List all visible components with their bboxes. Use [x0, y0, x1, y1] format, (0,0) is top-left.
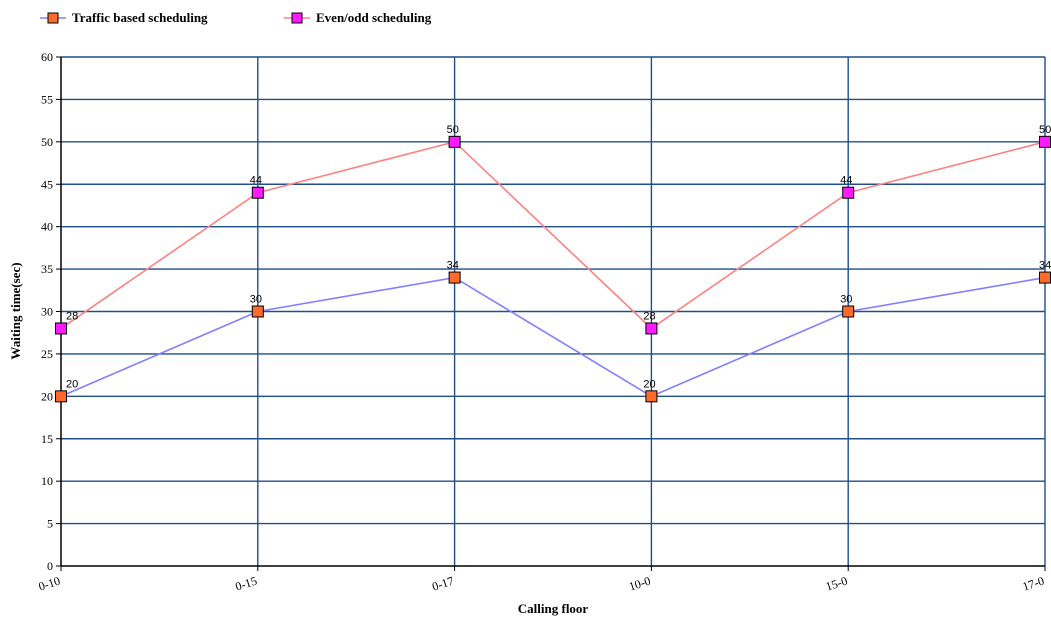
y-tick-label: 40 [41, 220, 53, 234]
data-point [842, 186, 855, 199]
legend: Traffic based scheduling Even/odd schedul… [40, 10, 432, 25]
y-tick-label: 60 [41, 50, 53, 64]
axes [60, 57, 1045, 567]
data-point [251, 305, 264, 318]
y-tick-label: 55 [41, 92, 53, 106]
x-tick-label: 0-10 [37, 574, 62, 594]
data-point [1039, 135, 1051, 148]
x-tick-labels: 0-10 0-15 0-17 10-0 15-0 17-0 [37, 574, 1046, 594]
x-tick-label: 15-0 [824, 574, 849, 594]
y-tick-label: 15 [41, 432, 53, 446]
data-label: 44 [840, 175, 852, 187]
legend-label: Even/odd scheduling [316, 10, 432, 25]
x-tick-label: 0-15 [233, 574, 258, 594]
y-tick-labels: 0 5 10 15 20 25 30 35 40 45 50 55 60 [41, 50, 53, 573]
y-tick-label: 45 [41, 177, 53, 191]
data-point [55, 390, 67, 403]
y-tick-label: 50 [41, 135, 53, 149]
grid-lines [56, 56, 1046, 571]
x-tick-label: 10-0 [627, 574, 652, 594]
legend-marker [291, 12, 303, 24]
y-tick-label: 20 [41, 389, 53, 403]
legend-item: Traffic based scheduling [40, 10, 208, 25]
data-point [645, 322, 658, 335]
series-1: 20 30 34 20 30 34 [55, 260, 1051, 403]
legend-item: Even/odd scheduling [284, 10, 432, 25]
legend-marker [47, 12, 59, 24]
data-label: 50 [447, 124, 459, 136]
y-tick-label: 10 [41, 474, 53, 488]
legend-label: Traffic based scheduling [72, 10, 208, 25]
data-label: 34 [1039, 260, 1051, 272]
y-axis-title: Waiting time(sec) [8, 262, 23, 359]
data-point [55, 322, 67, 335]
y-tick-label: 30 [41, 305, 53, 319]
data-label: 20 [643, 378, 655, 390]
data-label: 28 [66, 310, 78, 322]
series-2: 28 44 50 28 44 50 [55, 124, 1051, 335]
data-label: 44 [250, 175, 262, 187]
x-tick-label: 17-0 [1021, 574, 1046, 594]
data-label: 30 [250, 294, 262, 306]
series-layer: 20 30 34 20 30 34 28 44 50 28 44 50 [55, 124, 1051, 403]
data-point [448, 271, 461, 284]
y-tick-label: 5 [47, 517, 53, 531]
data-label: 30 [840, 294, 852, 306]
data-label: 20 [66, 378, 78, 390]
data-point [842, 305, 855, 318]
y-tick-label: 0 [47, 559, 53, 573]
y-tick-label: 25 [41, 347, 53, 361]
x-axis-title: Calling floor [518, 601, 589, 616]
data-point [1039, 271, 1051, 284]
series-line [60, 140, 1046, 330]
data-label: 28 [643, 310, 655, 322]
data-point [448, 135, 461, 148]
data-point [251, 186, 264, 199]
data-label: 50 [1039, 124, 1051, 136]
series-line [60, 276, 1046, 398]
x-tick-label: 0-17 [430, 574, 455, 594]
y-tick-label: 35 [41, 262, 53, 276]
data-label: 34 [447, 260, 459, 272]
data-point [645, 390, 658, 403]
